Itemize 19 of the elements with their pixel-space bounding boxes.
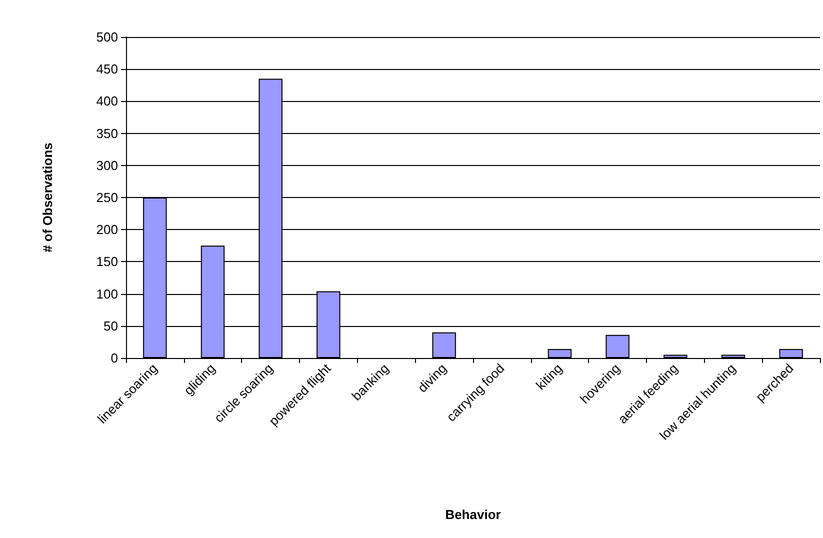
bar [606,334,630,358]
y-tick-label: 350 [96,126,118,141]
bar [721,354,746,358]
y-axis-title: # of Observations [40,142,55,252]
x-axis-title: Behavior [445,507,501,522]
bar [548,349,572,358]
y-tick-label: 400 [96,94,118,109]
y-tick-label: 100 [96,286,118,302]
y-tick-label: 50 [104,318,118,334]
y-tick-label: 450 [96,62,118,77]
y-tick-label: 200 [96,222,118,238]
bar [664,354,688,358]
y-tick-label: 0 [110,350,118,366]
y-tick-label: 300 [96,158,118,173]
y-tick-label: 500 [96,30,118,44]
y-tick-label: 250 [96,190,118,205]
y-tick-label: 150 [96,254,118,270]
bar [779,349,803,358]
bar [432,332,456,358]
